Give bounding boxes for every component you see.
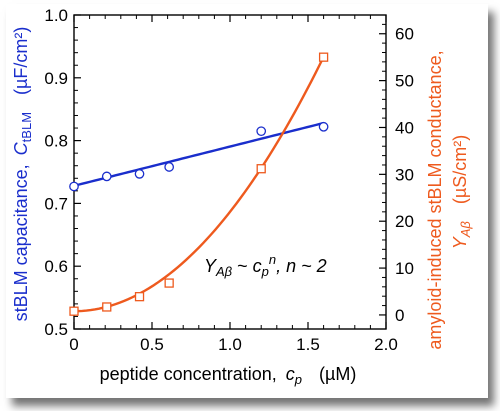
left-tick-label: 0.8 bbox=[44, 132, 68, 151]
left-tick-label: 0.9 bbox=[44, 69, 68, 88]
conductance-fit-curve bbox=[74, 56, 325, 313]
right-axis-label-var: Y bbox=[450, 235, 470, 249]
annotation-n-sup: n bbox=[269, 252, 276, 267]
capacitance-point bbox=[256, 126, 267, 137]
x-tick-label: 0 bbox=[69, 335, 78, 354]
left-axis-label-text: stBLM capacitance, bbox=[11, 164, 31, 321]
conductance-point bbox=[134, 292, 145, 302]
left-axis-label: stBLM capacitance, CtBLM (µF/cm²) bbox=[11, 27, 35, 322]
x-axis-label-unit: (µM) bbox=[319, 364, 356, 384]
fit-lines bbox=[74, 56, 325, 313]
x-tick-label: 2.0 bbox=[374, 335, 398, 354]
conductance-point bbox=[164, 278, 174, 288]
capacitance-point bbox=[318, 121, 329, 132]
conductance-point bbox=[256, 164, 266, 174]
annotation-c: c bbox=[253, 256, 262, 276]
plot-area-frame bbox=[73, 14, 387, 330]
right-axis-label-sub: Aβ bbox=[458, 221, 473, 239]
capacitance-point bbox=[164, 162, 175, 172]
x-tick-label: 0.5 bbox=[140, 335, 164, 354]
right-tick-label: 20 bbox=[395, 212, 414, 231]
annotation-y: Y bbox=[204, 256, 218, 276]
left-axis-label-var: C bbox=[11, 141, 31, 155]
x-axis-ticks: 0 0.5 1.0 1.5 2.0 bbox=[69, 15, 398, 354]
right-axis-label-text: amyloid-induced stBLM conductance, bbox=[425, 50, 445, 349]
left-tick-label: 0.7 bbox=[44, 194, 68, 213]
annotation-c-sub: p bbox=[261, 264, 269, 279]
capacitance-point bbox=[134, 169, 145, 179]
annotation-tilde: ~ bbox=[232, 256, 253, 276]
fit-annotation: YAβ ~ cpn, n ~ 2 bbox=[204, 252, 327, 279]
left-axis-label-unit: (µF/cm²) bbox=[11, 27, 31, 95]
right-axis-ticks: 0 10 20 30 40 50 60 bbox=[379, 23, 414, 325]
left-tick-label: 1.0 bbox=[44, 6, 68, 25]
x-tick-label: 1.0 bbox=[218, 335, 242, 354]
data-markers bbox=[69, 52, 329, 316]
conductance-point bbox=[318, 52, 329, 62]
left-tick-label: 0.5 bbox=[44, 320, 68, 339]
right-tick-label: 10 bbox=[395, 259, 414, 278]
x-axis-label-sub: p bbox=[294, 372, 302, 387]
chart-frame bbox=[6, 4, 488, 398]
right-tick-label: 50 bbox=[395, 72, 414, 91]
right-tick-label: 30 bbox=[395, 165, 414, 184]
right-tick-label: 40 bbox=[395, 118, 414, 137]
left-axis-label-sub: tBLM bbox=[19, 112, 34, 142]
conductance-point bbox=[102, 302, 112, 312]
right-tick-label: 0 bbox=[395, 306, 404, 325]
left-axis-ticks: 0.5 0.6 0.7 0.8 0.9 1.0 bbox=[44, 6, 81, 339]
capacitance-point bbox=[101, 171, 112, 182]
annotation-rest: , n ~ 2 bbox=[276, 256, 327, 276]
right-axis-label-unit: (µS/cm²) bbox=[450, 135, 470, 204]
x-axis-label-var: c bbox=[286, 364, 295, 384]
conductance-point bbox=[69, 306, 79, 316]
right-tick-label: 60 bbox=[395, 25, 414, 44]
capacitance-point bbox=[69, 181, 79, 192]
x-axis-label: peptide concentration, cp (µM) bbox=[100, 364, 357, 388]
left-tick-label: 0.6 bbox=[44, 257, 68, 276]
x-axis-label-text: peptide concentration, bbox=[100, 364, 277, 384]
right-axis-label-line2: YAβ (µS/cm²) bbox=[450, 135, 474, 250]
x-tick-label: 1.5 bbox=[296, 335, 320, 354]
annotation-y-sub: Aβ bbox=[215, 264, 233, 279]
right-axis-label-line1: amyloid-induced stBLM conductance, bbox=[425, 50, 445, 349]
